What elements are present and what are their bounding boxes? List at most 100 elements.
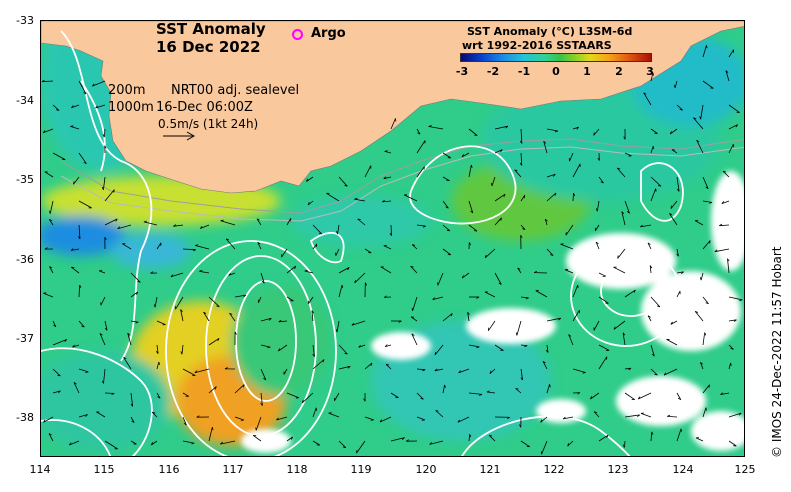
lon-tick-label: 120	[415, 463, 437, 476]
current-vector-arrowhead	[344, 352, 348, 355]
contour-200m-label: 200m	[108, 83, 146, 98]
current-vector-arrow	[598, 296, 609, 304]
lon-tick-label: 121	[479, 463, 501, 476]
current-vector-arrow	[104, 440, 118, 450]
current-vector-arrowhead	[461, 154, 464, 158]
current-vector-arrowhead	[57, 374, 61, 377]
current-vector-arrow	[494, 149, 503, 154]
current-vector-arrow	[96, 411, 106, 418]
lat-tick-label: -34	[16, 94, 34, 107]
contour-1000m	[60, 146, 744, 222]
current-vector-arrowhead	[354, 197, 358, 200]
current-vector-arrow	[92, 80, 106, 87]
current-vector-arrow	[700, 104, 704, 120]
current-vector-arrowhead	[445, 206, 449, 209]
current-vector-arrowhead	[104, 237, 107, 240]
current-vector-arrowhead	[196, 415, 200, 418]
current-vector-arrow	[390, 118, 396, 130]
current-vector-arrowhead	[99, 270, 103, 272]
lon-tick-label: 125	[734, 463, 756, 476]
colorbar-tick: -3	[455, 65, 469, 78]
current-vector-arrow	[694, 220, 704, 226]
current-vector-arrow	[41, 80, 54, 83]
current-vector-arrow	[156, 392, 161, 399]
current-vector-arrow	[670, 200, 678, 209]
current-vector-arrow	[130, 272, 141, 283]
current-vector-arrowhead	[357, 218, 361, 220]
current-vector-arrow	[650, 72, 654, 82]
current-vector-arrow	[48, 219, 54, 226]
current-vector-arrow	[283, 368, 288, 375]
current-vector-arrow	[442, 313, 453, 322]
current-vector-arrowhead	[364, 282, 368, 286]
current-vector-arrow	[78, 368, 89, 373]
current-vector-arrow	[312, 407, 317, 418]
colorbar-tick: 2	[615, 65, 623, 78]
map-area[interactable]	[40, 20, 745, 457]
current-vector-arrowhead	[422, 225, 426, 228]
current-vector-arrowhead	[457, 419, 461, 423]
colorbar-legend	[460, 53, 652, 62]
current-vector-arrowhead	[705, 302, 709, 305]
current-vector-arrow	[488, 435, 496, 442]
current-vector-arrow	[702, 332, 706, 346]
vector-scale-label: 0.5m/s (1kt 24h)	[158, 117, 259, 131]
lon-tick-label: 118	[286, 463, 308, 476]
current-vector-arrow	[130, 291, 138, 298]
current-vector-arrow	[286, 392, 299, 399]
current-vector-arrowhead	[225, 238, 230, 241]
current-vector-arrow	[442, 200, 449, 209]
current-vector-arrowhead	[315, 407, 318, 411]
current-vector-arrow	[663, 368, 678, 376]
current-vector-arrowhead	[520, 377, 523, 381]
current-vector-arrow	[48, 433, 54, 442]
current-vector-arrowhead	[398, 320, 402, 323]
current-vector-arrow	[572, 163, 581, 178]
current-vector-arrow	[702, 80, 714, 89]
current-vector-arrowhead	[613, 326, 616, 330]
current-vector-arrow	[312, 224, 323, 235]
current-vector-arrow	[728, 49, 734, 58]
current-vector-arrowhead	[519, 424, 522, 428]
current-vector-arrowhead	[600, 181, 604, 184]
current-vector-arrow	[714, 248, 730, 253]
current-vector-arrowhead	[680, 428, 682, 432]
current-vector-arrowhead	[676, 253, 679, 257]
sealevel-contours	[41, 30, 684, 456]
current-vector-arrow	[520, 296, 529, 299]
lat-tick-label: -37	[16, 332, 34, 345]
current-vector-arrowhead	[679, 109, 683, 111]
current-vector-arrow	[596, 200, 600, 212]
current-vector-arrow	[380, 266, 392, 274]
current-vector-arrowhead	[677, 397, 682, 401]
current-vector-arrow	[200, 224, 210, 229]
current-vector-arrowhead	[217, 338, 220, 342]
current-vector-arrow	[624, 200, 630, 214]
contour-1000m-label: 1000m	[108, 100, 154, 115]
current-vector-arrow	[416, 140, 426, 154]
current-vector-arrow	[154, 296, 158, 308]
current-vector-arrow	[278, 320, 288, 323]
current-vector-arrow	[416, 368, 426, 371]
current-vector-arrow	[44, 171, 54, 178]
current-vector-arrow	[650, 145, 654, 154]
current-vector-arrow	[71, 104, 80, 109]
current-vector-arrow	[563, 416, 574, 420]
current-vector-arrow	[543, 141, 548, 154]
current-vector-arrowhead	[617, 167, 621, 170]
current-vector-arrow	[49, 200, 54, 214]
current-vector-arrowhead	[153, 304, 156, 308]
current-vector-arrow	[312, 344, 315, 357]
current-vector-arrow	[182, 368, 196, 376]
current-vector-arrow	[542, 361, 548, 370]
current-vector-arrowhead	[674, 84, 676, 88]
current-vector-arrow	[442, 152, 452, 159]
current-vector-arrowhead	[191, 442, 195, 445]
current-vector-arrow	[252, 435, 262, 442]
current-vector-arrowhead	[81, 325, 85, 328]
current-vector-arrow	[416, 166, 425, 178]
current-vector-arrow	[151, 411, 158, 418]
current-vector-arrowhead	[347, 365, 351, 369]
current-vector-arrowhead	[730, 348, 734, 350]
current-vector-arrowhead	[670, 205, 672, 209]
